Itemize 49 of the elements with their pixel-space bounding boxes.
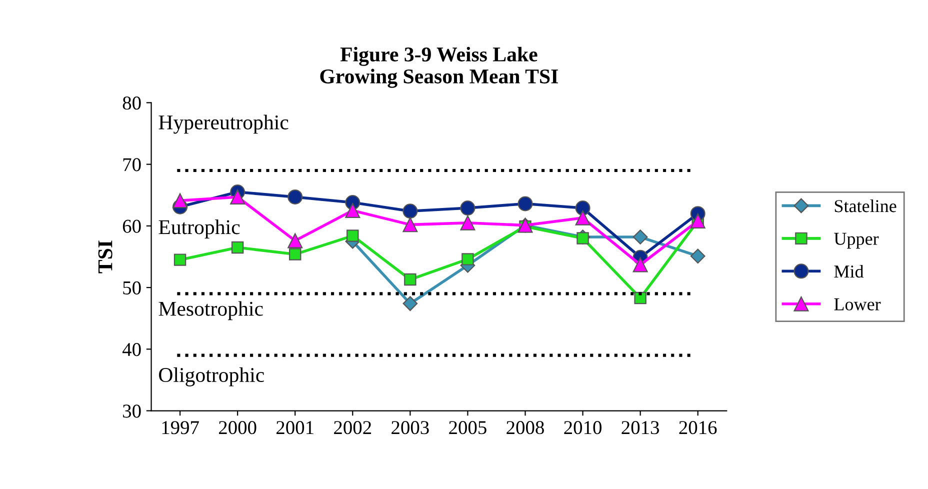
x-tick-label: 2010	[564, 421, 602, 434]
annotation: Hypereutrophic	[158, 114, 288, 134]
legend-label: Stateline	[834, 199, 896, 212]
x-tick-label: 2008	[506, 421, 544, 434]
point	[632, 230, 648, 244]
point	[460, 200, 476, 216]
annotation: Eutrophic	[158, 220, 240, 238]
point	[346, 230, 359, 242]
point	[345, 203, 360, 218]
point	[634, 292, 646, 304]
point	[462, 253, 474, 266]
y-tick-label: 40	[122, 342, 141, 356]
x-tick-label: 2000	[218, 421, 256, 434]
annotation: Mesotrophic	[158, 301, 263, 320]
x-tick-label: 2016	[679, 421, 717, 434]
point	[288, 189, 303, 204]
x-tick-label: 2005	[449, 421, 486, 434]
point	[632, 257, 648, 272]
point	[174, 254, 186, 266]
y-axis-title: TSI	[98, 240, 112, 274]
point	[402, 296, 418, 311]
legend-label: Mid	[834, 264, 864, 278]
point	[518, 196, 533, 212]
point	[172, 193, 188, 208]
x-tick-label: 2001	[276, 421, 314, 434]
legend-label: Lower	[834, 298, 881, 310]
legend-label: Upper	[834, 232, 879, 249]
annotation: Oligotrophic	[159, 367, 264, 386]
point	[288, 233, 303, 248]
y-tick-label: 50	[123, 281, 141, 294]
point	[575, 210, 590, 226]
point	[288, 248, 302, 260]
point	[575, 200, 590, 216]
point	[460, 215, 476, 230]
point	[690, 248, 706, 264]
x-tick-label: 2003	[392, 421, 429, 434]
chart-title: Figure 3-9 Weiss Lake Growing Season Mean TSI	[320, 46, 558, 88]
y-tick-label: 30	[123, 404, 141, 418]
point	[402, 217, 418, 232]
y-tick-label: 60	[122, 220, 141, 233]
point	[402, 204, 418, 219]
y-tick-label: 70	[123, 158, 141, 172]
point	[230, 189, 246, 204]
point	[404, 273, 416, 286]
x-tick-label: 2002	[334, 421, 372, 434]
x-tick-label: 1997	[162, 421, 199, 434]
y-tick-label: 80	[122, 96, 141, 110]
point	[231, 241, 244, 254]
x-tick-label: 2013	[622, 421, 660, 434]
